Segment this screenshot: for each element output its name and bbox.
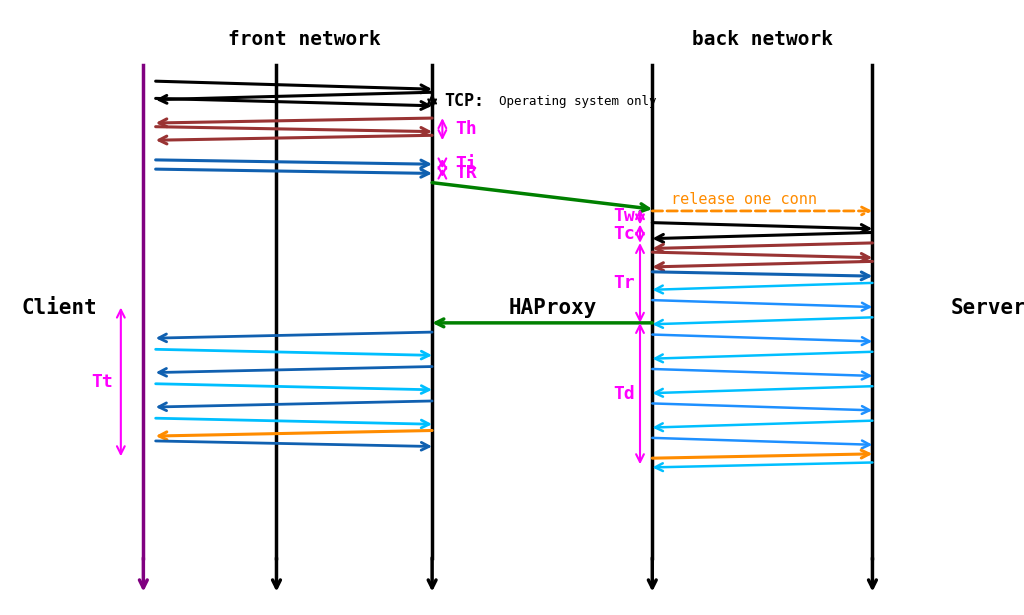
Text: Operating system only: Operating system only: [499, 95, 656, 108]
Text: Tt: Tt: [91, 373, 113, 391]
Text: TR: TR: [456, 164, 477, 182]
Text: Td: Td: [613, 384, 635, 403]
Text: Tw: Tw: [613, 207, 635, 226]
Text: Th: Th: [456, 120, 477, 138]
Text: Tr: Tr: [613, 274, 635, 292]
Text: Tc: Tc: [613, 224, 635, 243]
Text: back network: back network: [692, 31, 833, 49]
Text: TCP:: TCP:: [444, 92, 484, 111]
Text: front network: front network: [227, 31, 381, 49]
Text: HAProxy: HAProxy: [509, 298, 597, 317]
Text: Ti: Ti: [456, 154, 477, 173]
Text: release one conn: release one conn: [671, 192, 817, 207]
Text: Server: Server: [950, 298, 1024, 317]
Text: Client: Client: [22, 298, 97, 317]
